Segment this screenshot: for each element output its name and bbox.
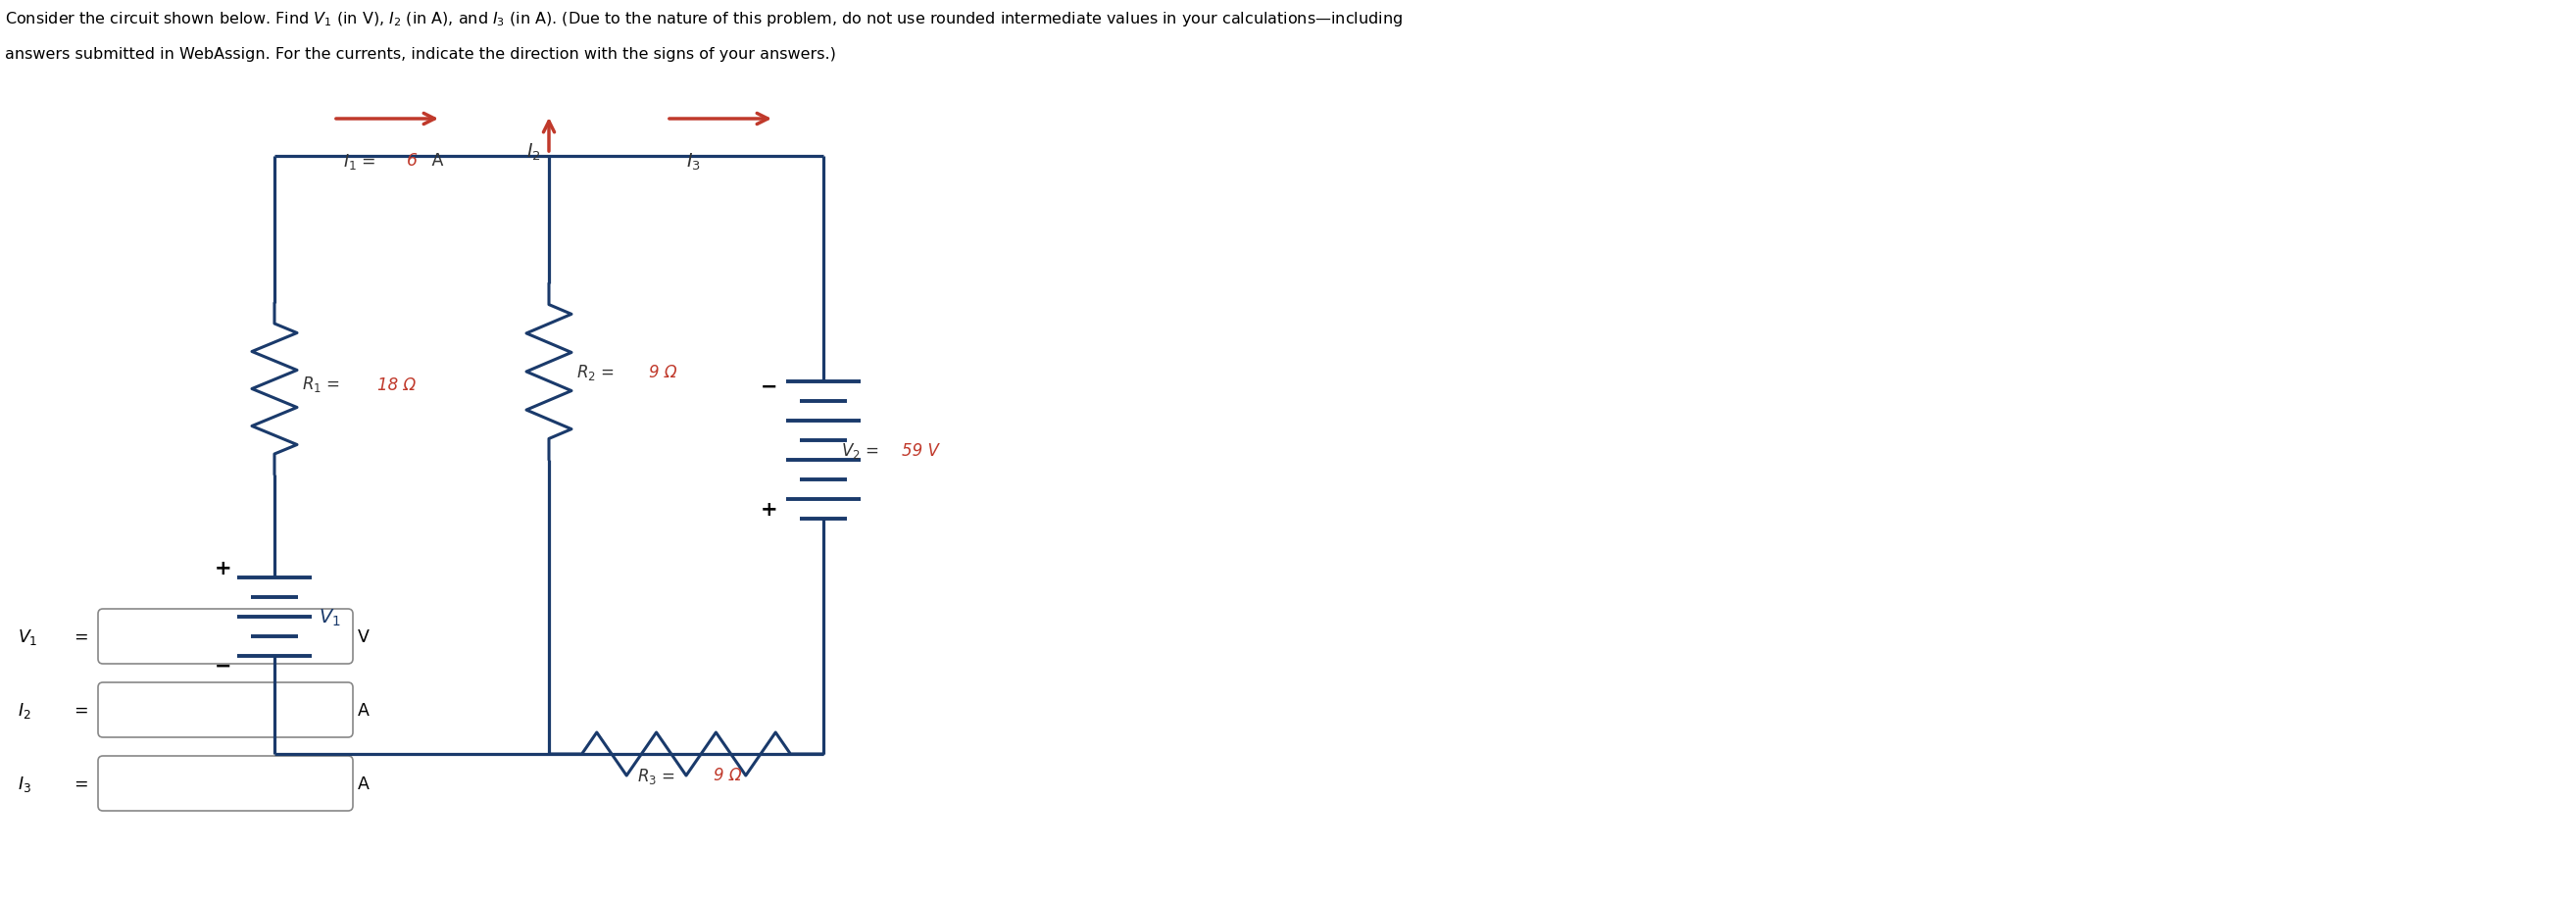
- Text: $I_2$: $I_2$: [526, 142, 541, 163]
- Text: $R_1$ =: $R_1$ =: [301, 375, 343, 395]
- Text: $I_3$: $I_3$: [18, 774, 31, 793]
- Text: −: −: [214, 656, 232, 676]
- Text: $R_3$ =: $R_3$ =: [636, 766, 677, 786]
- Text: A: A: [428, 151, 443, 169]
- Text: Consider the circuit shown below. Find $V_1$ (in V), $I_2$ (in A), and $I_3$ (in: Consider the circuit shown below. Find $…: [5, 10, 1401, 29]
- Text: $R_2$ =: $R_2$ =: [577, 362, 616, 382]
- Text: $V_1$: $V_1$: [18, 627, 39, 646]
- Text: $I_2$: $I_2$: [18, 700, 31, 720]
- FancyBboxPatch shape: [98, 683, 353, 737]
- Text: 6: 6: [407, 151, 417, 169]
- Text: =: =: [75, 628, 88, 645]
- Text: $V_1$: $V_1$: [319, 606, 340, 627]
- Text: 9 Ω: 9 Ω: [714, 766, 742, 784]
- Text: 9 Ω: 9 Ω: [649, 363, 677, 381]
- Text: −: −: [760, 377, 778, 396]
- Text: A: A: [358, 701, 368, 719]
- Text: =: =: [75, 701, 88, 719]
- Text: +: +: [760, 499, 778, 519]
- Text: =: =: [75, 775, 88, 792]
- Text: $V_2$ =: $V_2$ =: [840, 441, 881, 460]
- Text: $I_3$: $I_3$: [685, 151, 701, 173]
- Text: A: A: [358, 775, 368, 792]
- Text: $I_1$ =: $I_1$ =: [343, 151, 379, 171]
- Text: answers submitted in WebAssign. For the currents, indicate the direction with th: answers submitted in WebAssign. For the …: [5, 47, 837, 61]
- Text: 59 V: 59 V: [902, 441, 938, 460]
- Text: V: V: [358, 628, 368, 645]
- Text: 18 Ω: 18 Ω: [376, 376, 415, 393]
- FancyBboxPatch shape: [98, 609, 353, 664]
- FancyBboxPatch shape: [98, 756, 353, 811]
- Text: +: +: [214, 559, 232, 578]
